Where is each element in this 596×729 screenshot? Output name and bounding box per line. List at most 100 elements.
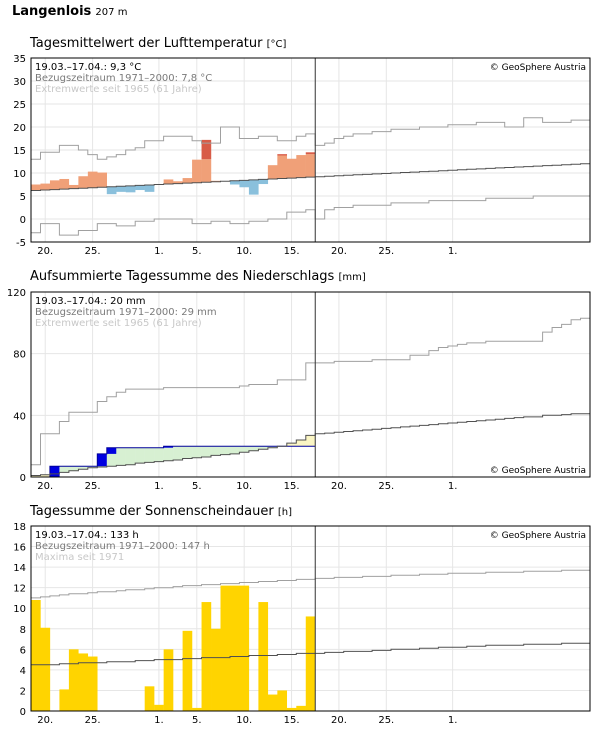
info-text: Bezugszeitraum 1971–2000: 147 h [35, 541, 210, 552]
temperature-bar [49, 180, 60, 190]
y-tick-label: 0 [20, 215, 26, 226]
normal-line [31, 163, 590, 191]
x-tick-label: 1. [154, 481, 164, 492]
sunshine-bar [163, 649, 174, 711]
temperature-bar [286, 158, 297, 179]
precipitation-surplus [229, 446, 240, 454]
min-line [31, 195, 590, 236]
temperature-bar [239, 180, 250, 188]
precipitation-deficit [305, 435, 316, 447]
y-tick-label: 15 [13, 146, 26, 157]
x-tick-label: 15. [284, 715, 300, 726]
precipitation-surplus [106, 447, 117, 467]
temperature-bar [277, 155, 288, 179]
precipitation-surplus [258, 446, 269, 450]
sunshine-bar [211, 628, 221, 711]
precipitation-surplus [182, 446, 193, 459]
plot-frame [30, 57, 591, 243]
y-tick-label: 16 [13, 543, 26, 554]
precipitation-event [49, 466, 60, 477]
temperature-bar [40, 183, 51, 191]
temperature-bar [31, 184, 41, 191]
temperature-bar [305, 152, 316, 155]
info-text: Bezugszeitraum 1971–2000: 7,8 °C [35, 73, 212, 84]
x-tick-label: 20. [37, 715, 53, 726]
y-tick-label: 20 [13, 123, 26, 134]
sunshine-bar [87, 656, 98, 711]
x-tick-label: 1. [154, 715, 164, 726]
sunshine-bar [192, 707, 202, 711]
info-text: 19.03.–17.04.: 133 h [35, 530, 139, 541]
x-tick-label: 5. [192, 715, 202, 726]
x-tick-label: 25. [378, 715, 394, 726]
copyright-label: © GeoSphere Austria [490, 466, 586, 476]
y-tick-label: 30 [13, 77, 26, 88]
x-tick-label: 5. [192, 481, 202, 492]
precipitation-surplus [154, 447, 164, 462]
y-tick-label: 120 [7, 288, 26, 299]
temperature-bar [135, 185, 145, 191]
sunshine-bar [59, 689, 70, 711]
station-altitude: 207 m [95, 7, 128, 18]
precipitation-surplus [267, 446, 278, 448]
precipitation-surplus [211, 446, 221, 456]
temperature-bar [296, 155, 306, 178]
temperature-bar [59, 178, 70, 190]
precipitation-title: Aufsummierte Tagessumme des Niederschlag… [30, 269, 366, 284]
temperature-bar [125, 185, 136, 193]
y-tick-label: 4 [20, 666, 26, 677]
temperature-bar [163, 179, 174, 185]
station-name: Langenlois [12, 4, 92, 19]
y-tick-label: 12 [13, 584, 26, 595]
plot-frame [30, 291, 591, 478]
x-tick-label: 1. [448, 246, 458, 257]
sunshine-bar [182, 630, 193, 711]
x-tick-label: 10. [236, 715, 252, 726]
temperature-title: Tagesmittelwert der Lufttemperatur [°C] [30, 36, 287, 51]
y-tick-label: 18 [13, 522, 26, 533]
sunshine-bar [258, 602, 269, 711]
x-tick-label: 10. [236, 481, 252, 492]
precipitation-surplus [125, 447, 136, 465]
y-tick-label: 0 [20, 707, 26, 718]
sunshine-bar [201, 602, 212, 711]
temperature-bar [144, 184, 155, 192]
x-tick-label: 25. [378, 246, 394, 257]
sunshine-bar [68, 649, 79, 711]
temperature-chart: -5 0 5 10 15 20 25 30 35 20. 25. 1. 5. 10. 15. 20. 25. 1.… [13, 55, 591, 257]
max-line [31, 569, 590, 599]
y-tick-label: 35 [13, 55, 26, 65]
sunshine-bar [296, 705, 306, 711]
precipitation-surplus [78, 466, 89, 470]
sunshine-title: Tagessumme der Sonnenscheindauer [h] [30, 504, 293, 519]
temperature-bar [97, 172, 107, 188]
sunshine-bar [305, 616, 316, 711]
temperature-bar [87, 171, 98, 188]
precipitation-surplus [87, 466, 98, 468]
temperature-bar [267, 165, 278, 179]
sunshine-bar [31, 600, 41, 711]
info-text: 19.03.–17.04.: 20 mm [35, 296, 146, 307]
precipitation-surplus [173, 446, 183, 461]
y-tick-label: 80 [13, 350, 26, 361]
info-text: Extremwerte seit 1965 (61 Jahre) [35, 84, 202, 95]
info-text: Bezugszeitraum 1971–2000: 29 mm [35, 307, 217, 318]
copyright-label: © GeoSphere Austria [490, 63, 586, 73]
x-tick-label: 25. [85, 481, 101, 492]
precipitation-surplus [68, 466, 79, 471]
y-tick-label: 25 [13, 100, 26, 111]
precipitation-deficit [40, 474, 51, 477]
temperature-bar [106, 186, 117, 195]
sunshine-bar [277, 690, 288, 711]
sunshine-bar [267, 694, 278, 711]
precipitation-surplus [220, 446, 231, 455]
precipitation-event [106, 447, 117, 454]
info-text: 19.03.–17.04.: 9,3 °C [35, 62, 141, 73]
precipitation-surplus [192, 446, 202, 458]
x-tick-label: 1. [448, 481, 458, 492]
x-tick-label: 1. [154, 246, 164, 257]
precipitation-surplus [239, 446, 250, 453]
temperature-bar [192, 159, 202, 183]
sunshine-bar [78, 653, 89, 711]
precipitation-surplus [248, 446, 259, 451]
